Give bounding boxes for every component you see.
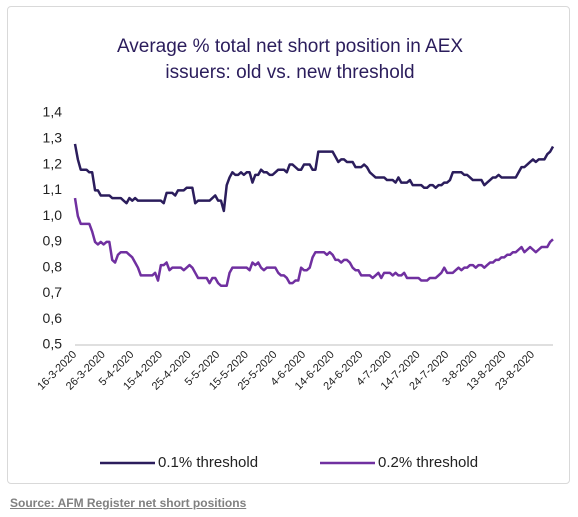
line-series bbox=[73, 143, 555, 213]
y-tick-label: 0,7 bbox=[43, 284, 63, 300]
source-note: Source: AFM Register net short positions bbox=[10, 496, 247, 510]
chart-title: Average % total net short position in AE… bbox=[116, 36, 464, 83]
legend-label: 0.2% threshold bbox=[378, 454, 478, 471]
y-tick-label: 1,1 bbox=[43, 181, 63, 197]
legend-label: 0.1% threshold bbox=[158, 454, 258, 471]
y-tick-label: 1,4 bbox=[43, 104, 63, 120]
y-tick-label: 0,6 bbox=[43, 310, 63, 326]
line-series bbox=[73, 197, 554, 287]
y-tick-label: 1,0 bbox=[43, 207, 63, 223]
y-tick-label: 0,9 bbox=[43, 233, 63, 249]
y-tick-label: 0,8 bbox=[43, 258, 63, 274]
chart-frame bbox=[7, 6, 570, 484]
y-tick-label: 1,2 bbox=[43, 155, 63, 171]
y-tick-label: 1,3 bbox=[43, 129, 63, 145]
y-tick-label: 0,5 bbox=[43, 336, 63, 352]
